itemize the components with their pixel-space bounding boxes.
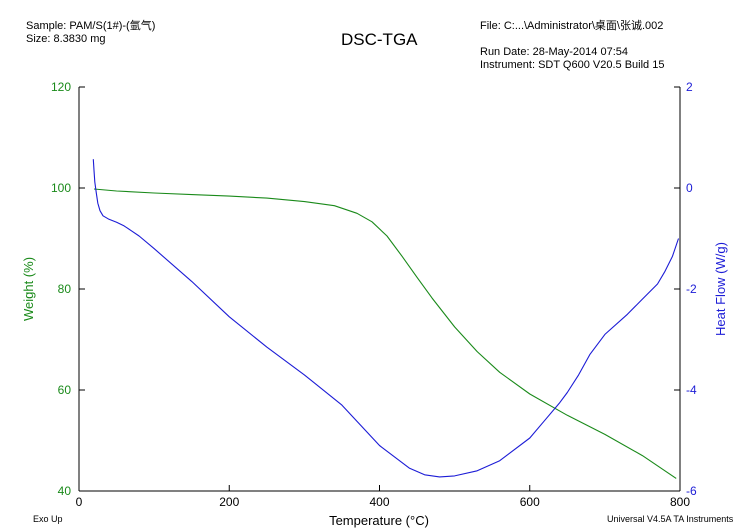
left-y-tick-label: 40 (58, 484, 72, 498)
exo-up-note: Exo Up (33, 514, 63, 524)
right-y-axis-label: Heat Flow (W/g) (713, 242, 728, 336)
run-date: Run Date: 28-May-2014 07:54 (480, 46, 628, 58)
right-y-tick-label: -6 (686, 484, 697, 498)
x-tick-label: 400 (369, 495, 389, 509)
left-y-tick-label: 80 (58, 282, 72, 296)
software-version: Universal V4.5A TA Instruments (607, 514, 734, 524)
x-axis-label: Temperature (°C) (329, 513, 429, 528)
left-y-tick-label: 60 (58, 383, 72, 397)
instrument-info: Instrument: SDT Q600 V20.5 Build 15 (480, 59, 665, 71)
x-tick-label: 800 (670, 495, 690, 509)
file-path: File: C:...\Administrator\桌面\张诚.002 (480, 20, 664, 32)
weight-series-line (93, 188, 677, 479)
x-tick-label: 0 (76, 495, 83, 509)
left-y-axis-label: Weight (%) (21, 257, 36, 321)
chart-title: DSC-TGA (341, 30, 418, 49)
x-tick-label: 200 (219, 495, 239, 509)
right-y-tick-label: 2 (686, 80, 693, 94)
x-tick-label: 600 (520, 495, 540, 509)
left-y-tick-label: 100 (51, 181, 71, 195)
chart-axes (78, 87, 681, 492)
heat-flow-series-line (92, 159, 680, 478)
right-y-tick-label: -4 (686, 383, 697, 397)
left-y-tick-label: 120 (51, 80, 71, 94)
sample-label: Sample: PAM/S(1#)-(氩气) (26, 20, 156, 32)
right-y-tick-label: -2 (686, 282, 697, 296)
right-y-tick-label: 0 (686, 181, 693, 195)
sample-size: Size: 8.3830 mg (26, 33, 106, 45)
